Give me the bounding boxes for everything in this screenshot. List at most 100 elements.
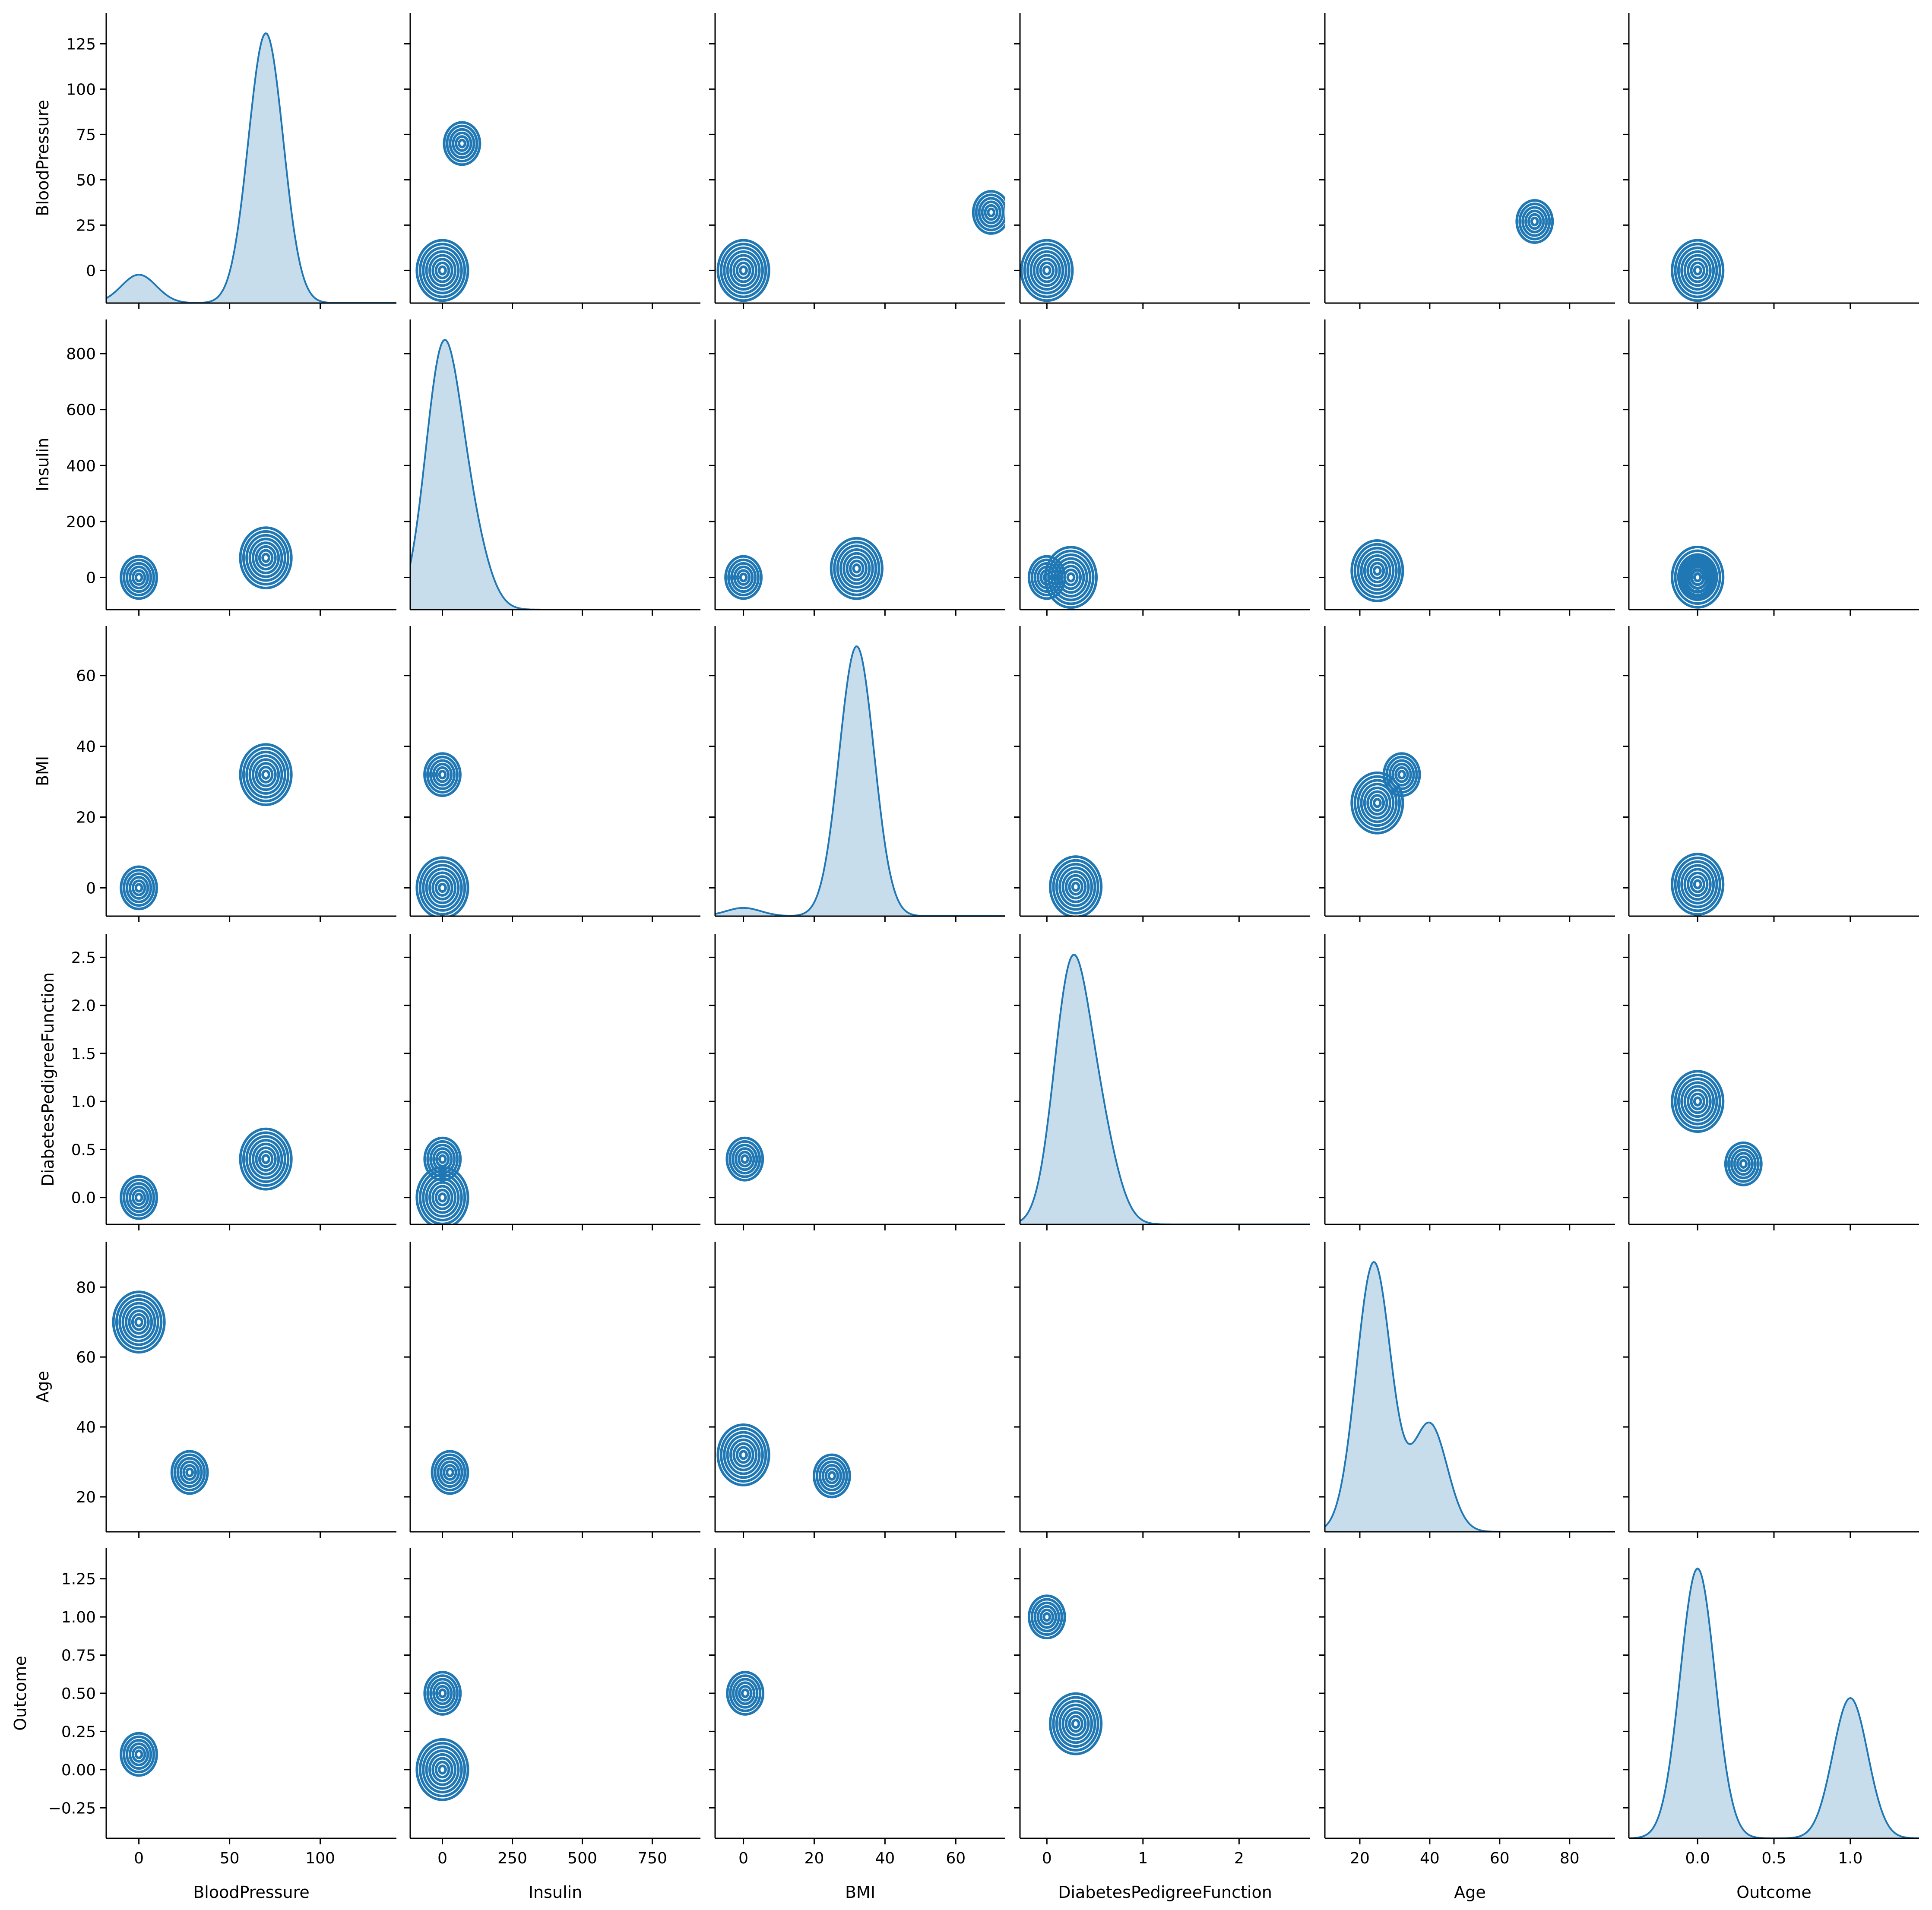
kde-contour xyxy=(1027,1594,1066,1640)
kde-contour xyxy=(1683,1085,1712,1118)
kde-contour xyxy=(1042,1612,1052,1622)
x-tick-label: 40 xyxy=(875,1850,895,1867)
plot-area xyxy=(1671,545,1725,609)
kde-contour xyxy=(112,1290,166,1354)
kde-contour xyxy=(1515,199,1554,244)
kde-contour xyxy=(426,1140,459,1178)
panel-age-vs-bmi xyxy=(709,1242,1005,1538)
kde-contour xyxy=(739,1450,748,1460)
kde-contour xyxy=(1693,265,1702,276)
y-tick-label: 25 xyxy=(76,217,96,234)
kde-contour xyxy=(428,871,457,904)
kde-contour xyxy=(1366,558,1388,584)
panel-blood-pressure-vs-diabetes-pedigree-function xyxy=(1014,13,1310,309)
kde-contour xyxy=(425,1749,460,1790)
kde-contour xyxy=(1273,1138,1309,1180)
kde-contour xyxy=(719,1427,767,1483)
kde-contour xyxy=(1727,1145,1760,1183)
kde-contour xyxy=(425,1177,460,1218)
kde-contour xyxy=(739,572,748,582)
kde-contour xyxy=(123,869,155,907)
kde-contour xyxy=(425,250,460,291)
kde-contour xyxy=(1286,1686,1298,1701)
y-tick-label: 2.0 xyxy=(71,997,96,1015)
kde-contour xyxy=(443,121,481,166)
kde-contour xyxy=(433,1556,452,1578)
kde-contour xyxy=(123,558,155,597)
kde-contour xyxy=(1724,1141,1763,1186)
panel-bmi-vs-blood-pressure: 0 20 40 60 xyxy=(76,626,396,922)
kde-contour xyxy=(1049,855,1103,916)
x-axis-label: BMI xyxy=(845,1883,875,1902)
x-tick-label: 60 xyxy=(1490,1850,1510,1867)
x-axis-label: Insulin xyxy=(529,1883,582,1902)
kde-contour xyxy=(1690,569,1705,586)
kde-contour xyxy=(252,758,280,791)
kde-contour xyxy=(1397,770,1406,780)
kde-contour xyxy=(242,1131,290,1187)
x-tick-label: 1.0 xyxy=(1838,1850,1862,1867)
kde-contour xyxy=(1687,566,1708,589)
kde-contour xyxy=(128,1742,149,1766)
x-tick-label: 750 xyxy=(637,1850,667,1867)
y-tick-label: 20 xyxy=(76,809,96,827)
kde-contour xyxy=(1680,1081,1715,1122)
y-tick-label: 1.5 xyxy=(71,1045,96,1063)
plot-area xyxy=(1671,1070,1763,1186)
panel-age-vs-insulin xyxy=(404,1242,700,1578)
kde-contour xyxy=(1023,243,1071,298)
kde-contour xyxy=(1288,1156,1294,1163)
kde-contour xyxy=(173,1453,206,1492)
kde-contour xyxy=(1693,572,1702,582)
panel-insulin-vs-insulin xyxy=(404,319,700,616)
kde-contour xyxy=(849,560,865,578)
kde-contour xyxy=(1039,569,1055,586)
kde-contour xyxy=(1276,1142,1306,1177)
kde-contour xyxy=(1274,1672,1310,1714)
kde-contour xyxy=(1277,1676,1307,1711)
panel-outcome-vs-bmi: 0 20 40 60 xyxy=(709,1548,1005,1867)
kde-contour xyxy=(830,537,884,600)
kde-fill xyxy=(106,33,396,303)
kde-contour xyxy=(131,879,146,896)
y-axis-label: BloodPressure xyxy=(33,100,52,216)
kde-contour xyxy=(255,545,277,571)
kde-contour xyxy=(128,876,149,900)
kde-contour xyxy=(134,1192,143,1202)
plot-area xyxy=(1629,1567,1919,1838)
kde-contour xyxy=(1283,212,1296,227)
kde-contour xyxy=(1278,563,1302,591)
kde-contour xyxy=(1055,863,1096,911)
kde-contour xyxy=(738,1685,753,1702)
kde-contour xyxy=(732,1442,754,1468)
panel-bmi-vs-outcome xyxy=(1623,626,1919,922)
panel-bmi-vs-diabetes-pedigree-function xyxy=(1014,626,1310,922)
kde-line xyxy=(106,32,396,303)
kde-contour xyxy=(428,1181,457,1214)
kde-contour xyxy=(727,558,760,597)
plot-area xyxy=(410,338,700,610)
kde-contour xyxy=(415,239,469,302)
kde-contour xyxy=(1030,558,1063,597)
kde-contour xyxy=(1064,1711,1087,1736)
x-tick-label: 100 xyxy=(305,1850,335,1867)
kde-contour xyxy=(1521,206,1548,237)
kde-contour xyxy=(1055,1547,1087,1584)
kde-contour xyxy=(432,1147,453,1171)
y-tick-label: 0 xyxy=(86,262,96,280)
kde-contour xyxy=(426,756,459,794)
kde-contour xyxy=(1687,872,1709,897)
plot-area xyxy=(106,32,396,303)
kde-contour xyxy=(836,544,877,593)
kde-contour xyxy=(1683,254,1712,287)
kde-contour xyxy=(434,261,450,279)
kde-contour xyxy=(418,243,466,298)
kde-contour xyxy=(1045,1536,1096,1596)
kde-contour xyxy=(1693,1096,1702,1107)
plot-area xyxy=(1283,199,1554,244)
kde-contour xyxy=(121,1302,156,1342)
kde-contour xyxy=(1283,1683,1300,1704)
kde-contour xyxy=(434,879,450,897)
kde-contour xyxy=(733,566,754,589)
